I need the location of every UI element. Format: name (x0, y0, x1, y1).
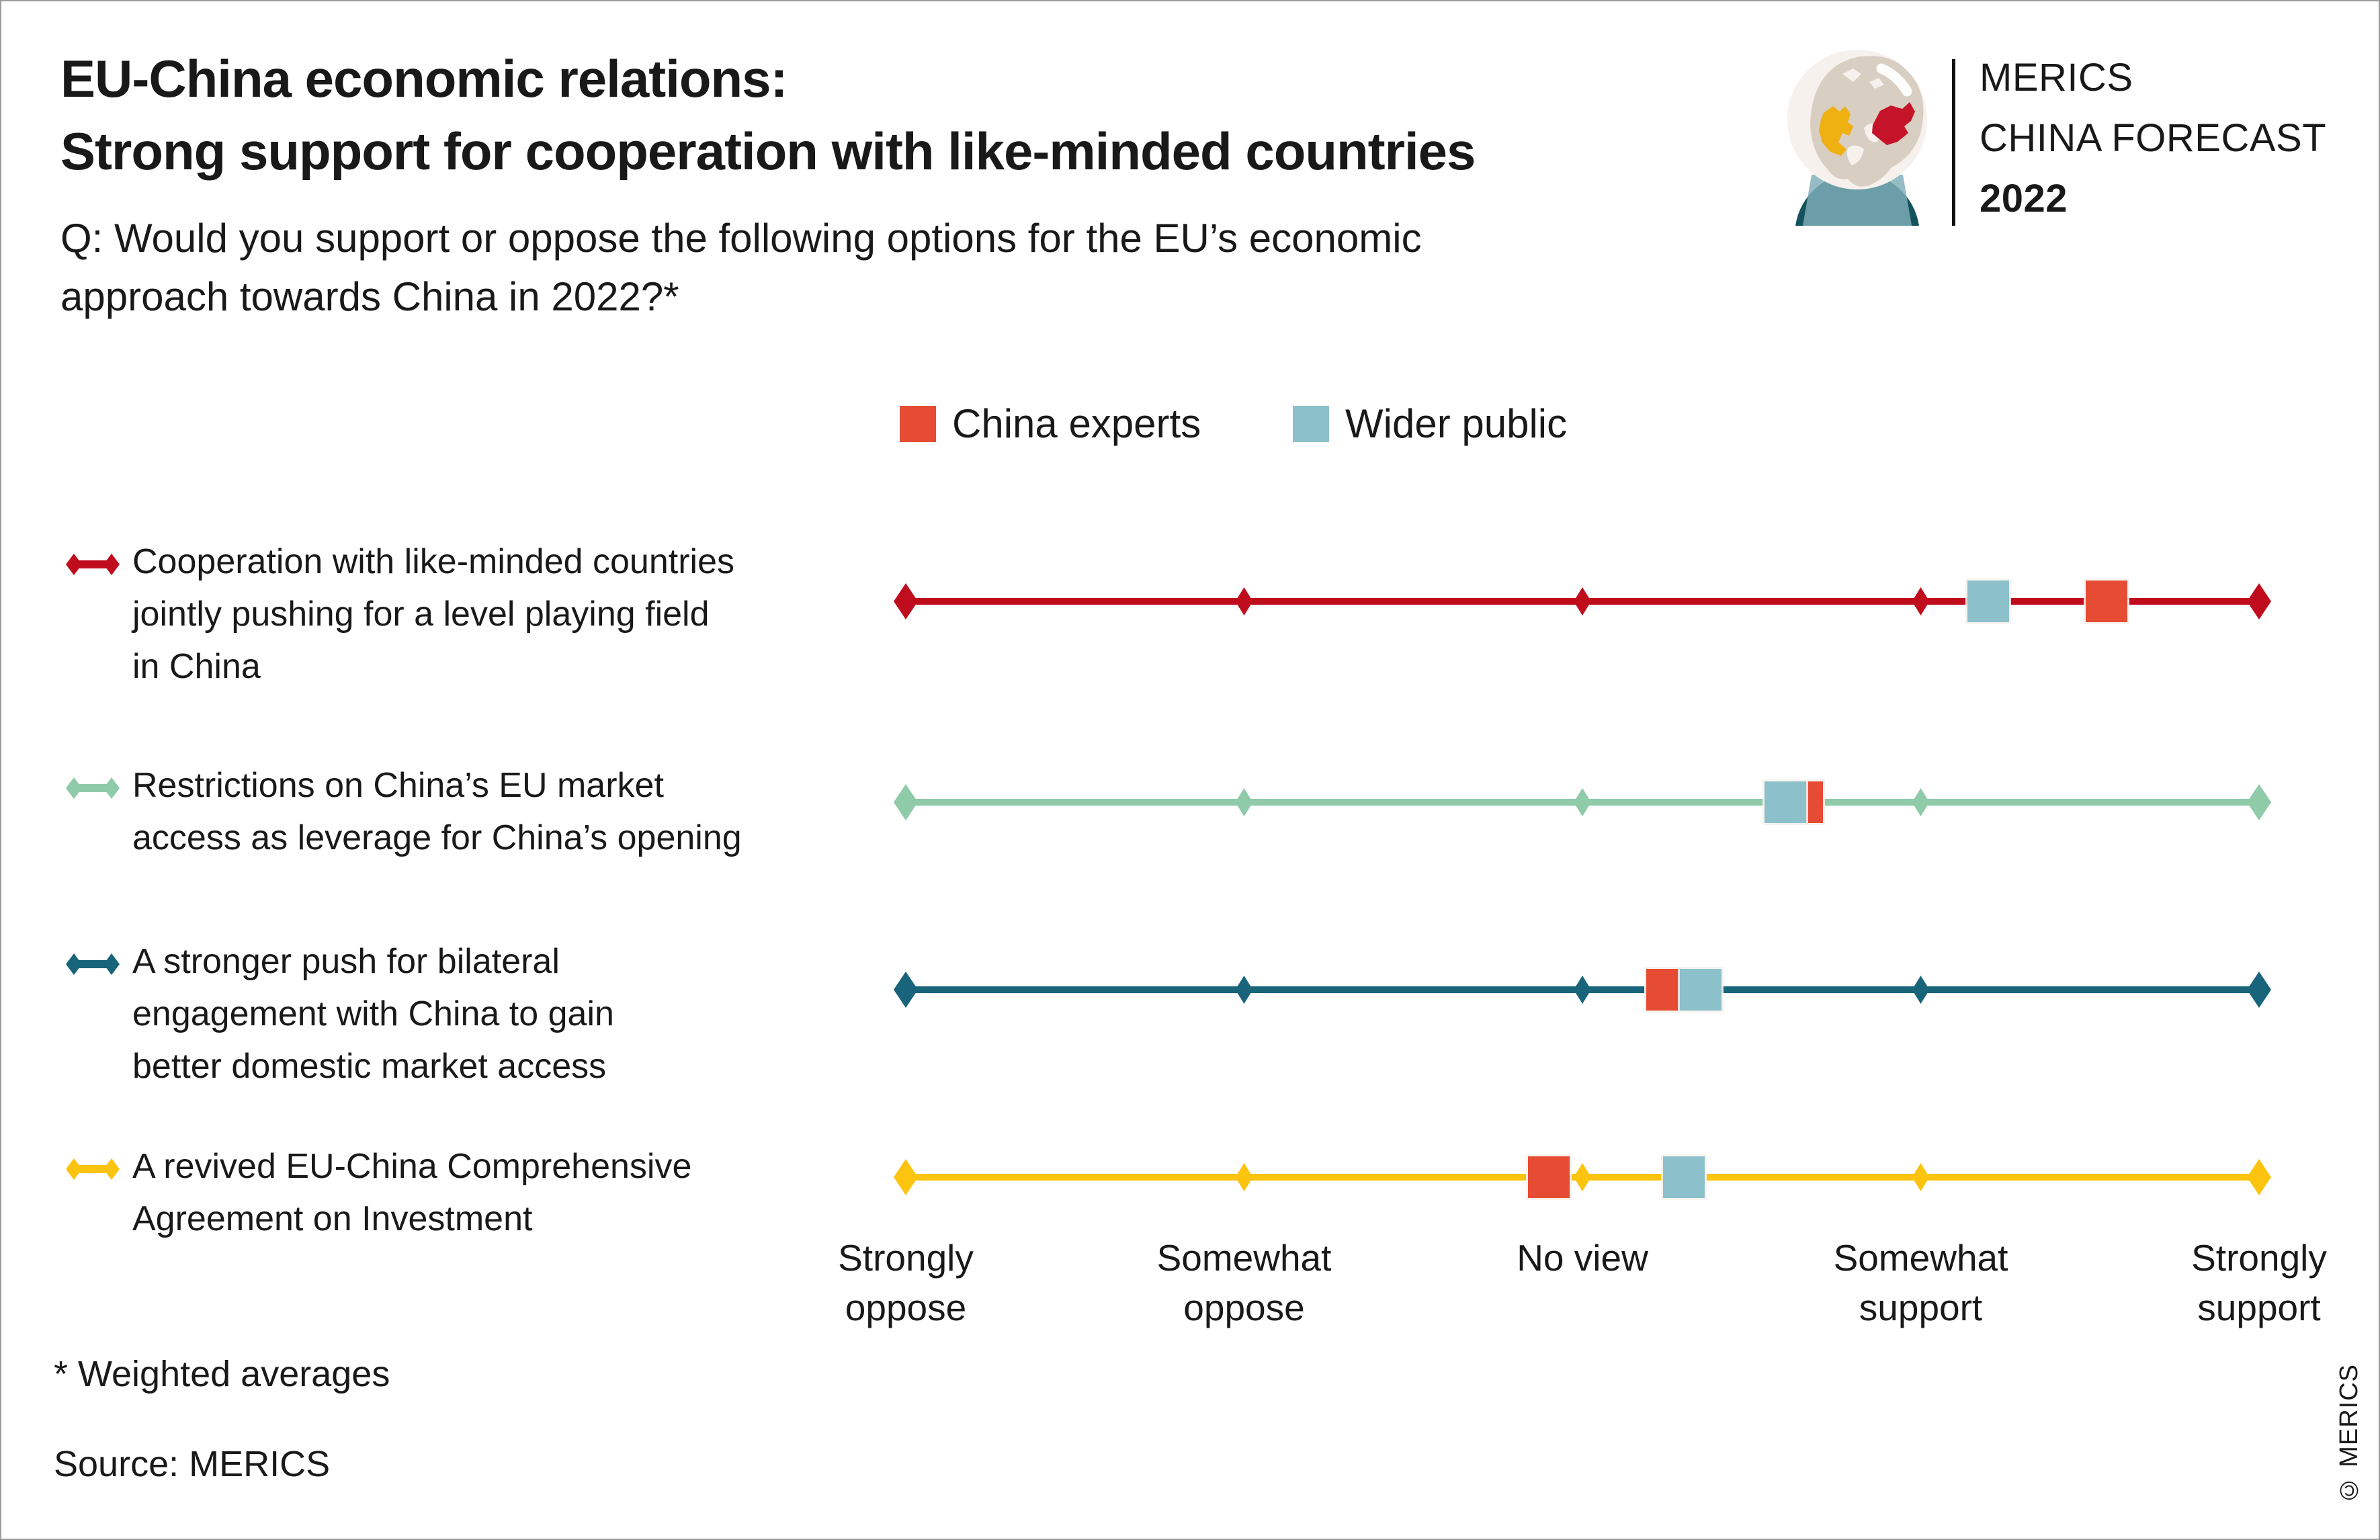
row-1-tick-diamond-icon (1574, 587, 1591, 615)
row-4-label-line-2: Agreement on Investment (132, 1199, 533, 1238)
row-4-key-diamond-icon (66, 1158, 82, 1180)
row-3-key-diamond-icon (66, 953, 82, 975)
footnote: * Weighted averages (54, 1354, 390, 1394)
row-2-tick-diamond-icon (894, 784, 918, 820)
axis-label-5: Strongly support (2111, 1233, 2379, 1332)
axis-label-line: oppose (1183, 1287, 1305, 1328)
row-4-marker-china-experts (1527, 1156, 1570, 1198)
logo-year: 2022 (1980, 177, 2068, 220)
legend-item-wider-public: Wider public (1293, 400, 1567, 447)
row-4-tick-diamond-icon (2247, 1159, 2271, 1195)
logo-product: CHINA FORECAST (1980, 116, 2327, 160)
axis-label-line: Strongly (838, 1237, 974, 1279)
axis-label-line: Somewhat (1833, 1237, 2008, 1279)
merics-logo: MERICS CHINA FORECAST 2022 (1783, 46, 2361, 234)
question-subtitle-line1: Q: Would you support or oppose the follo… (60, 216, 1422, 261)
row-2-tick-diamond-icon (1235, 788, 1253, 816)
row-1-marker-china-experts (2086, 581, 2128, 622)
page-title-line2: Strong support for cooperation with like… (60, 122, 1476, 181)
row-1-tick-diamond-icon (1912, 587, 1930, 615)
row-3-label-line-1: A stronger push for bilateral (132, 942, 560, 981)
row-1-label-line-3: in China (132, 647, 261, 686)
axis-label-4: Somewhat support (1773, 1233, 2069, 1332)
page-title-line1: EU-China economic relations: (60, 49, 788, 108)
axis-label-line: support (2197, 1287, 2321, 1328)
wider-public-swatch-icon (1293, 405, 1329, 442)
question-subtitle-line2: approach towards China in 2022?* (60, 274, 679, 319)
row-3-tick-diamond-icon (894, 972, 918, 1008)
row-2-tick-diamond-icon (1574, 788, 1591, 816)
row-2-tick-diamond-icon (1912, 788, 1930, 816)
row-1-label-line-1: Cooperation with like-minded countries (132, 542, 735, 581)
row-3-key-diamond-icon (103, 953, 120, 975)
logo-org: MERICS (1980, 56, 2133, 99)
row-1-tick-diamond-icon (894, 583, 918, 619)
row-4-key-diamond-icon (103, 1158, 120, 1180)
axis-label-line: Strongly (2191, 1237, 2327, 1279)
row-3-marker-wider-public (1680, 969, 1722, 1011)
copyright-vertical: © MERICS (2335, 1363, 2363, 1504)
row-3-label-line-2: engagement with China to gain (132, 994, 614, 1033)
legend-label-wider-public: Wider public (1345, 401, 1568, 446)
row-3-tick-diamond-icon (1574, 976, 1591, 1004)
row-2-label-line-2: access as leverage for China’s opening (132, 818, 742, 857)
row-2-key-diamond-icon (103, 777, 120, 799)
source-note: Source: MERICS (54, 1444, 331, 1484)
crystal-ball-icon (1787, 50, 1927, 226)
axis-label-line: support (1859, 1287, 1983, 1328)
row-1-marker-wider-public (1967, 581, 2010, 622)
row-2-key-diamond-icon (66, 777, 82, 799)
row-4-marker-wider-public (1663, 1156, 1705, 1198)
row-4-tick-diamond-icon (894, 1159, 918, 1195)
row-1-label-line-2: jointly pushing for a level playing fiel… (132, 595, 710, 634)
row-3-label-line-3: better domestic market access (132, 1047, 607, 1086)
row-2-label-line-1: Restrictions on China’s EU market (132, 766, 664, 805)
row-3-tick-diamond-icon (2247, 972, 2271, 1008)
row-3-tick-diamond-icon (1235, 976, 1253, 1004)
row-1-tick-diamond-icon (1235, 587, 1253, 615)
legend-item-china-experts: China experts (900, 400, 1201, 447)
row-1-key-diamond-icon (66, 554, 82, 575)
axis-label-line: No view (1517, 1237, 1648, 1279)
row-2-marker-wider-public (1765, 781, 1807, 823)
row-3-tick-diamond-icon (1912, 976, 1930, 1004)
row-2-tick-diamond-icon (2247, 784, 2271, 820)
row-1-tick-diamond-icon (2247, 583, 2271, 619)
axis-label-line: Somewhat (1156, 1237, 1332, 1279)
logo-divider (1952, 59, 1955, 226)
row-4-tick-diamond-icon (1574, 1163, 1591, 1191)
row-4-tick-diamond-icon (1235, 1163, 1253, 1191)
china-experts-swatch-icon (900, 405, 936, 442)
axis-label-line: oppose (845, 1287, 967, 1328)
row-4-label-line-1: A revived EU-China Comprehensive (132, 1147, 692, 1186)
row-4-tick-diamond-icon (1912, 1163, 1930, 1191)
axis-label-1: Strongly oppose (758, 1233, 1054, 1332)
axis-label-2: Somewhat oppose (1097, 1233, 1392, 1332)
axis-label-3: No view (1435, 1233, 1730, 1283)
legend-label-china-experts: China experts (952, 401, 1201, 446)
row-1-key-diamond-icon (103, 554, 120, 575)
